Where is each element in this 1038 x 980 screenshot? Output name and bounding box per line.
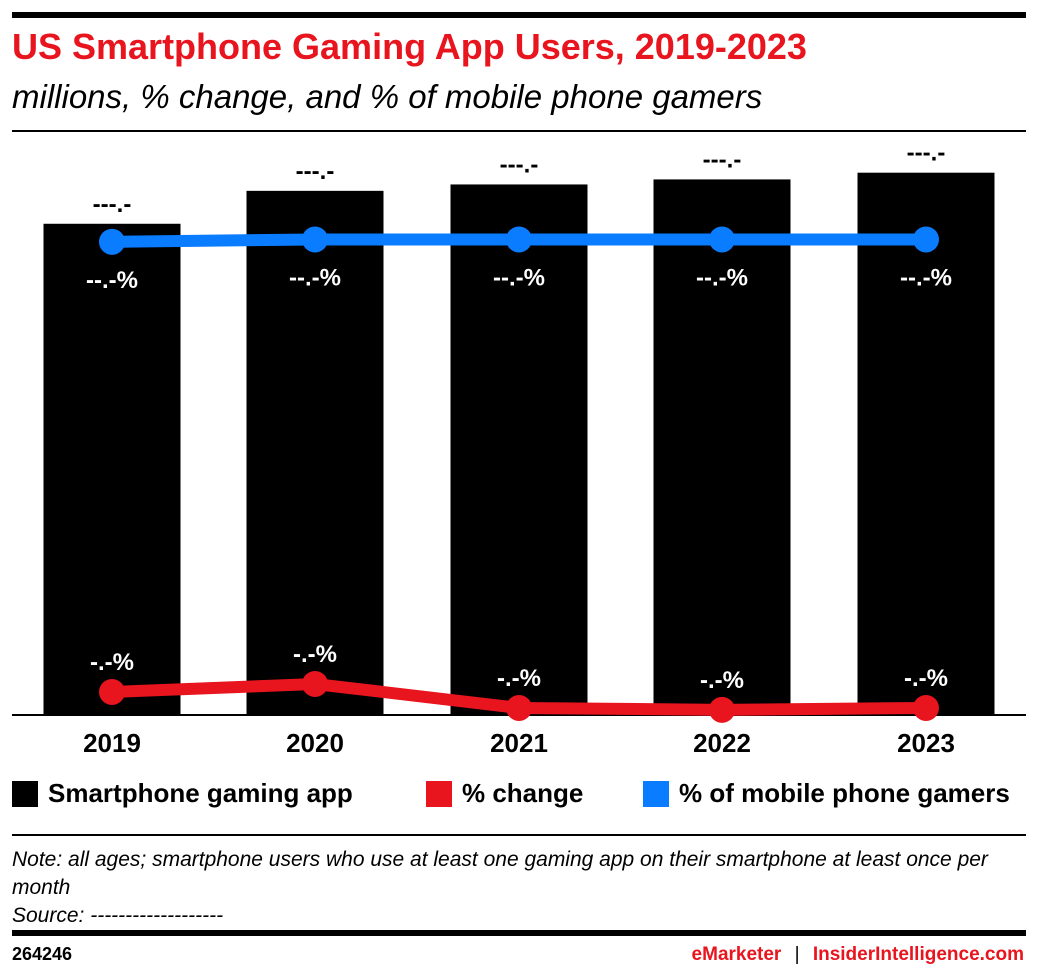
line-point [913, 694, 939, 721]
note: Note: all ages; smartphone users who use… [12, 846, 1022, 930]
note-rule [12, 834, 1026, 836]
line-label: -.-% [700, 667, 744, 694]
source-text: Source: ------------------- [12, 904, 224, 927]
bar-label: ---.- [907, 140, 946, 167]
legend-swatch-black [12, 780, 38, 807]
bar-2022 [653, 179, 791, 715]
x-tick-label: 2023 [897, 728, 955, 758]
line-label: --.-% [696, 264, 748, 291]
line-point [99, 228, 125, 255]
legend-label: % of mobile phone gamers [679, 778, 1010, 808]
line-label: --.-% [900, 264, 952, 291]
legend-swatch-blue [643, 780, 669, 807]
legend-item-change: % change [426, 778, 583, 809]
legend-swatch-red [426, 780, 452, 807]
chart-subtitle: millions, % change, and % of mobile phon… [12, 78, 763, 115]
x-tick-label: 2020 [286, 728, 344, 758]
line-label: -.-% [497, 665, 541, 692]
brand: eMarketer | InsiderIntelligence.com [692, 944, 1024, 966]
line-label: --.-% [86, 267, 138, 294]
line-point [506, 694, 532, 721]
header-rule [12, 130, 1026, 132]
top-rule [12, 12, 1026, 18]
line-point [709, 226, 735, 253]
line-label: -.-% [293, 641, 337, 668]
bar-label: ---.- [296, 158, 335, 185]
bar-2020 [246, 190, 384, 716]
line-point [506, 226, 532, 253]
chart-id: 264246 [12, 944, 73, 964]
note-text: Note: all ages; smartphone users who use… [12, 848, 988, 899]
legend-item-bars: Smartphone gaming app [12, 778, 353, 809]
bar-label: ---.- [703, 146, 742, 173]
x-tick-label: 2019 [83, 728, 141, 758]
line-label: -.-% [904, 665, 948, 692]
legend-label: % change [462, 778, 584, 808]
line-label: --.-% [289, 264, 341, 291]
bar-2023 [857, 172, 995, 716]
legend-item-share: % of mobile phone gamers [643, 778, 1010, 809]
legend-label: Smartphone gaming app [48, 778, 353, 808]
footer-rule [12, 930, 1026, 936]
line-point [913, 226, 939, 253]
line-point [709, 696, 735, 723]
line-label: -.-% [90, 649, 134, 676]
bar-label: ---.- [500, 151, 539, 178]
bar-2021 [450, 184, 588, 715]
x-tick-label: 2022 [693, 728, 751, 758]
brand-insider: InsiderIntelligence.com [812, 944, 1024, 965]
line-point [99, 678, 125, 705]
line-label: --.-% [493, 264, 545, 291]
bar-label: ---.- [93, 191, 132, 218]
brand-separator: | [794, 944, 800, 965]
chart-title: US Smartphone Gaming App Users, 2019-202… [12, 26, 807, 67]
bar-2019 [43, 223, 181, 715]
line-point [302, 226, 328, 253]
line-point [302, 670, 328, 697]
brand-emarketer: eMarketer [691, 944, 782, 965]
x-tick-label: 2021 [490, 728, 548, 758]
